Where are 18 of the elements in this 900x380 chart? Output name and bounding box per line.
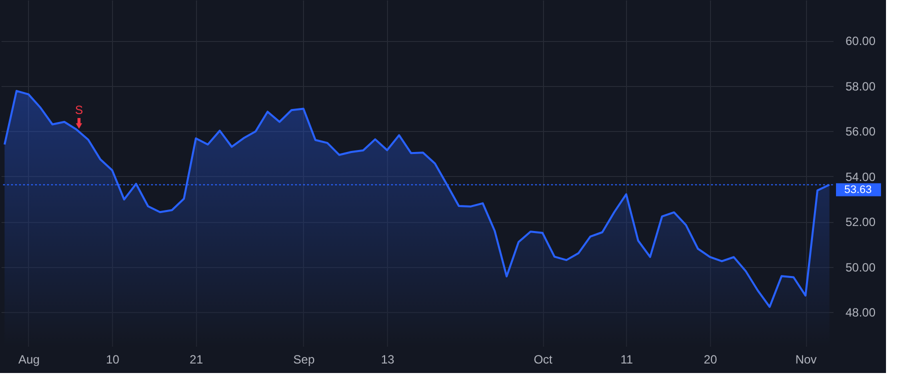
x-tick-label: 10 [106,352,120,366]
x-tick-label: 13 [380,352,395,366]
annotation: S [74,103,84,117]
x-tick-label: Sep [293,352,315,366]
x-tick-label: Nov [795,352,817,366]
y-tick-label: 56.00 [846,124,876,139]
x-tick-label: 21 [190,352,204,366]
y-tick-label: 50.00 [846,260,876,274]
x-tick-label: 20 [704,352,718,366]
y-tick-label: 60.00 [846,34,876,48]
y-tick-label: 52.00 [846,215,876,230]
ref-line-label: 53.63 [844,184,872,196]
y-tick-label: 48.00 [846,306,876,320]
x-tick-label: 11 [620,352,634,366]
y-tick-label: 58.00 [846,79,876,94]
x-tick-label: Aug [18,352,40,366]
x-tick-label: Oct [534,352,554,366]
y-tick-label: 54.00 [846,170,876,184]
